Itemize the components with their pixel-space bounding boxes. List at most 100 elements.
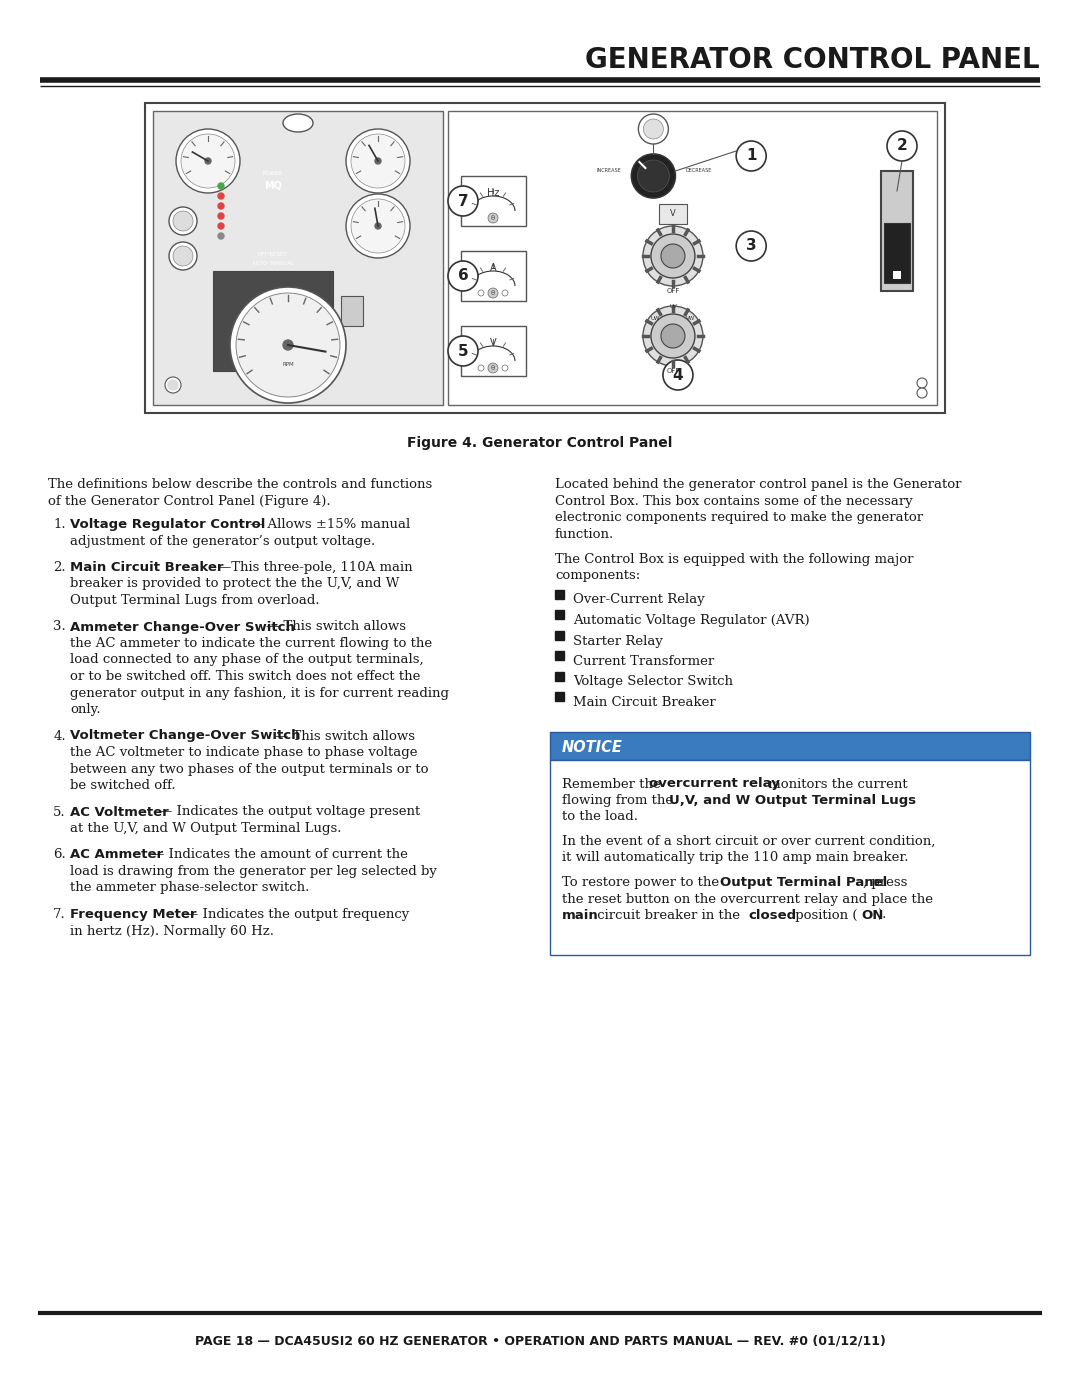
Text: Ammeter Change-Over Switch: Ammeter Change-Over Switch xyxy=(70,620,295,633)
Text: AC Ammeter: AC Ammeter xyxy=(70,848,163,862)
Text: GENERATOR CONTROL PANEL: GENERATOR CONTROL PANEL xyxy=(585,46,1040,74)
Circle shape xyxy=(375,224,381,229)
Circle shape xyxy=(488,212,498,224)
Text: between any two phases of the output terminals or to: between any two phases of the output ter… xyxy=(70,763,429,775)
Text: the AC ammeter to indicate the current flowing to the: the AC ammeter to indicate the current f… xyxy=(70,637,432,650)
Circle shape xyxy=(168,207,197,235)
Text: 7: 7 xyxy=(458,194,469,208)
Text: overcurrent relay: overcurrent relay xyxy=(649,778,780,791)
Circle shape xyxy=(643,306,703,366)
Text: —This three-pole, 110A main: —This three-pole, 110A main xyxy=(218,562,413,574)
Text: adjustment of the generator’s output voltage.: adjustment of the generator’s output vol… xyxy=(70,535,375,548)
Circle shape xyxy=(488,288,498,298)
Circle shape xyxy=(917,388,927,398)
Text: main: main xyxy=(562,909,598,922)
Circle shape xyxy=(661,324,685,348)
Text: OFF: OFF xyxy=(666,288,679,293)
Text: 4: 4 xyxy=(673,367,684,383)
Text: θ: θ xyxy=(491,365,495,372)
Text: Main Circuit Breaker: Main Circuit Breaker xyxy=(573,696,716,710)
Text: position (: position ( xyxy=(791,909,858,922)
Text: of the Generator Control Panel (Figure 4).: of the Generator Control Panel (Figure 4… xyxy=(48,495,330,507)
Text: — Allows ±15% manual: — Allows ±15% manual xyxy=(249,518,410,531)
Text: Output Terminal Panel: Output Terminal Panel xyxy=(720,876,888,888)
Text: breaker is provided to protect the the U,V, and W: breaker is provided to protect the the U… xyxy=(70,577,400,591)
Bar xyxy=(341,296,363,326)
Text: 4.: 4. xyxy=(53,729,66,742)
Circle shape xyxy=(502,365,508,372)
Text: the ammeter phase-selector switch.: the ammeter phase-selector switch. xyxy=(70,882,309,894)
Circle shape xyxy=(168,242,197,270)
Bar xyxy=(555,692,564,701)
Circle shape xyxy=(351,198,405,253)
Text: θ: θ xyxy=(491,291,495,296)
Text: Automatic Voltage Regulator (AVR): Automatic Voltage Regulator (AVR) xyxy=(573,615,810,627)
Circle shape xyxy=(887,131,917,161)
Circle shape xyxy=(346,129,410,193)
Text: V: V xyxy=(489,338,497,348)
Bar xyxy=(659,204,687,224)
Text: or to be switched off. This switch does not effect the: or to be switched off. This switch does … xyxy=(70,671,420,683)
Bar xyxy=(555,610,564,619)
Text: only.: only. xyxy=(70,703,100,717)
Text: 2: 2 xyxy=(896,138,907,154)
Circle shape xyxy=(737,141,766,170)
Text: 5: 5 xyxy=(458,344,469,359)
Text: MQ: MQ xyxy=(265,182,282,191)
Circle shape xyxy=(638,115,669,144)
Text: , press: , press xyxy=(863,876,907,888)
Text: generator output in any fashion, it is for current reading: generator output in any fashion, it is f… xyxy=(70,686,449,700)
Text: — Indicates the amount of current the: — Indicates the amount of current the xyxy=(151,848,408,862)
Text: AC Voltmeter: AC Voltmeter xyxy=(70,806,168,819)
Text: PAGE 18 — DCA45USI2 60 HZ GENERATOR • OPERATION AND PARTS MANUAL — REV. #0 (01/1: PAGE 18 — DCA45USI2 60 HZ GENERATOR • OP… xyxy=(194,1336,886,1348)
Text: θ: θ xyxy=(491,215,495,221)
Bar xyxy=(555,630,564,640)
Circle shape xyxy=(283,339,293,351)
Text: OFF/RESET: OFF/RESET xyxy=(258,251,287,256)
Text: be switched off.: be switched off. xyxy=(70,780,176,792)
Circle shape xyxy=(218,224,224,229)
Circle shape xyxy=(165,377,181,393)
Circle shape xyxy=(478,291,484,296)
Text: AUTO  MANUAL: AUTO MANUAL xyxy=(252,261,294,265)
Circle shape xyxy=(218,193,224,198)
Circle shape xyxy=(651,314,694,358)
Text: OFF: OFF xyxy=(666,367,679,374)
Text: Control Box. This box contains some of the necessary: Control Box. This box contains some of t… xyxy=(555,495,913,507)
Text: NOTICE: NOTICE xyxy=(562,740,623,754)
Circle shape xyxy=(644,119,663,138)
Text: Voltage Selector Switch: Voltage Selector Switch xyxy=(573,676,733,689)
Text: circuit breaker in the: circuit breaker in the xyxy=(593,909,744,922)
Text: DECREASE: DECREASE xyxy=(686,169,712,173)
Circle shape xyxy=(448,186,478,217)
Circle shape xyxy=(661,244,685,268)
Text: RPM: RPM xyxy=(282,362,294,367)
Bar xyxy=(460,326,526,376)
Circle shape xyxy=(502,291,508,296)
Bar xyxy=(448,110,937,405)
Text: 6: 6 xyxy=(458,268,469,284)
Text: V: V xyxy=(670,210,676,218)
Text: Hz: Hz xyxy=(487,189,499,198)
Circle shape xyxy=(637,161,670,191)
Bar xyxy=(885,224,910,284)
Circle shape xyxy=(651,235,694,278)
Text: at the U,V, and W Output Terminal Lugs.: at the U,V, and W Output Terminal Lugs. xyxy=(70,821,341,835)
Circle shape xyxy=(448,261,478,291)
Circle shape xyxy=(181,134,235,189)
Text: The Control Box is equipped with the following major: The Control Box is equipped with the fol… xyxy=(555,552,914,566)
Text: UV: UV xyxy=(670,303,677,309)
Text: 5.: 5. xyxy=(53,806,66,819)
Bar xyxy=(555,672,564,680)
Text: 3: 3 xyxy=(746,239,756,253)
Bar xyxy=(881,170,913,291)
Text: it will automatically trip the 110 amp main breaker.: it will automatically trip the 110 amp m… xyxy=(562,852,908,865)
Text: ).: ). xyxy=(877,909,887,922)
Bar xyxy=(213,271,333,372)
Text: In the event of a short circuit or over current condition,: In the event of a short circuit or over … xyxy=(562,835,935,848)
Text: Over-Current Relay: Over-Current Relay xyxy=(573,594,705,606)
Text: UW: UW xyxy=(650,316,660,320)
Text: Located behind the generator control panel is the Generator: Located behind the generator control pan… xyxy=(555,478,961,490)
Bar xyxy=(550,732,1030,760)
Circle shape xyxy=(917,379,927,388)
